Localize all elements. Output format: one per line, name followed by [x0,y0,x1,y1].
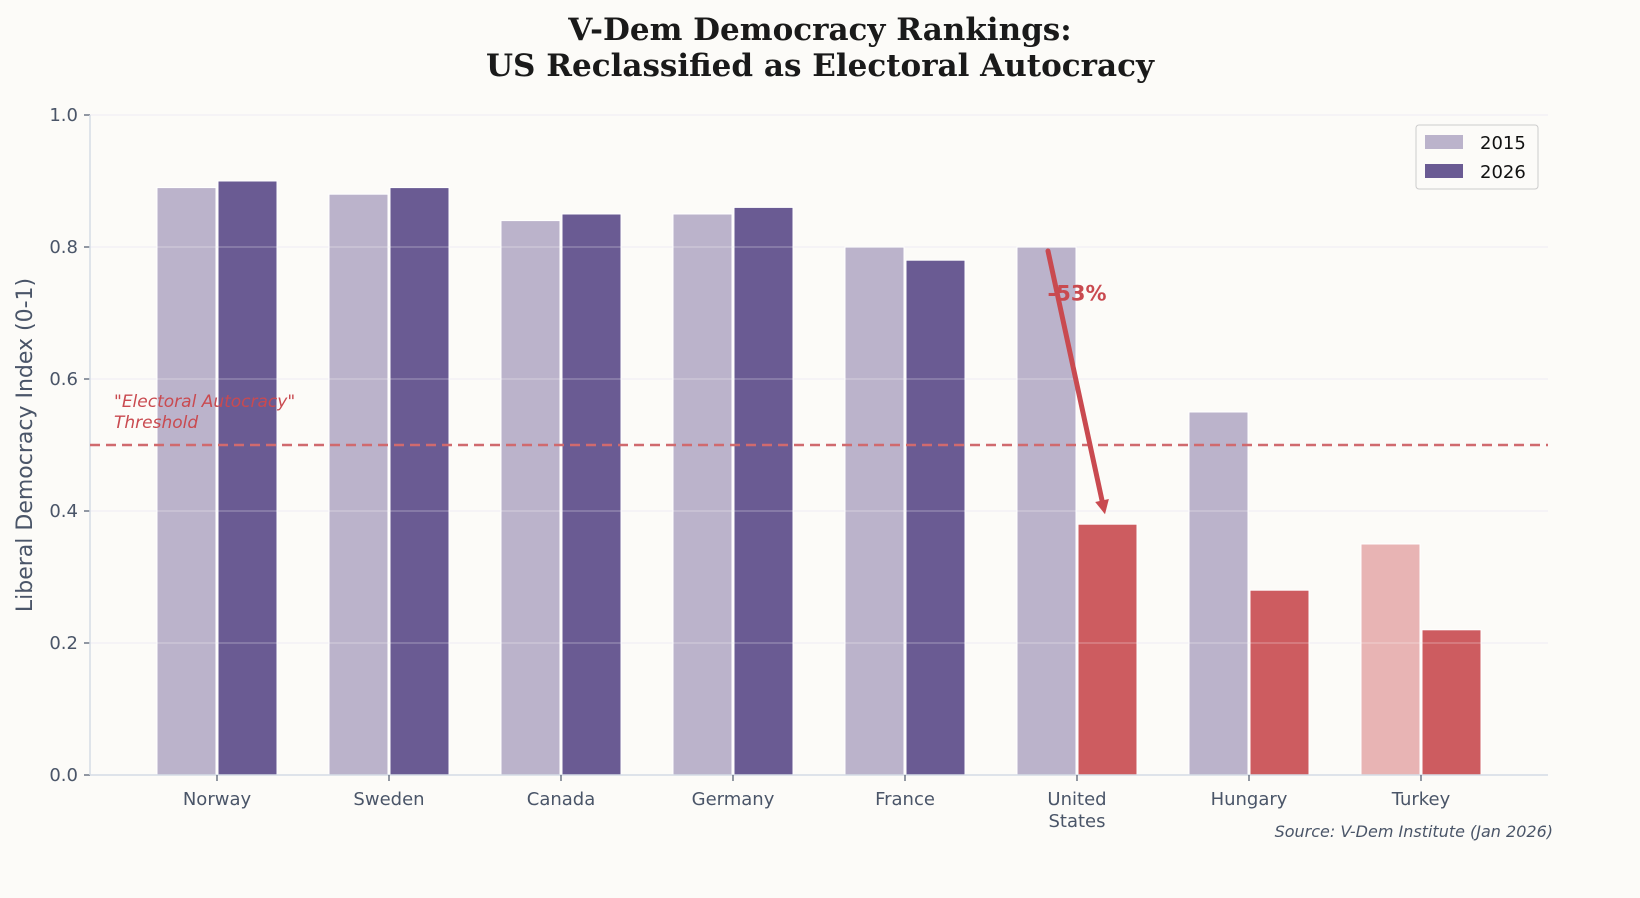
decline-arrowhead [1095,499,1109,515]
bar-2026-hungary [1249,589,1310,776]
threshold-label-line1: "Electoral Autocracy" [114,392,295,412]
bar-2026-united-states [1077,523,1138,776]
bar-2015-hungary [1188,411,1249,776]
x-tick-label: Turkey [1391,789,1451,810]
bar-2026-sweden [389,187,450,776]
decline-annotation: -53% [1048,282,1107,306]
chart-title-line2: US Reclassified as Electoral Autocracy [486,48,1155,84]
bar-2015-turkey [1360,543,1421,776]
bar-2026-germany [733,206,794,776]
decline-arrow [1045,248,1105,504]
source-note: Source: V-Dem Institute (Jan 2026) [1275,822,1553,841]
threshold-label-line2: Threshold [114,413,198,433]
legend-label-2015: 2015 [1480,133,1526,154]
bar-2015-norway [156,187,217,776]
x-tick-label: Norway [183,789,252,810]
bar-2026-norway [217,180,278,776]
legend: 2015 2026 [1415,124,1539,190]
y-tick-label: 0.2 [49,633,78,654]
legend-swatch-2015 [1425,135,1463,149]
legend-label-2026: 2026 [1480,162,1526,183]
y-tick-label: 0.6 [49,369,78,390]
bar-2026-turkey [1421,629,1482,776]
x-tick-label: Canada [527,789,596,810]
bar-2026-canada [561,213,622,776]
y-tick-label: 0.4 [49,501,78,522]
x-tick-label: Hungary [1211,789,1288,810]
y-axis-label: Liberal Democracy Index (0-1) [13,278,38,612]
chart-title-line1: V-Dem Democracy Rankings: [567,12,1071,48]
bar-2015-canada [500,220,561,776]
y-tick-label: 0.8 [49,237,78,258]
x-tick-label: Sweden [353,789,424,810]
bar-2015-germany [672,213,733,776]
x-tick-label: France [875,789,935,810]
bar-2015-sweden [328,193,389,776]
y-tick-label: 0.0 [49,765,78,786]
y-tick-label: 1.0 [49,105,78,126]
bar-2026-france [905,259,966,776]
x-tick-label: Germany [692,789,775,810]
x-tick-label: United States [1047,789,1106,832]
legend-swatch-2026 [1425,164,1463,178]
